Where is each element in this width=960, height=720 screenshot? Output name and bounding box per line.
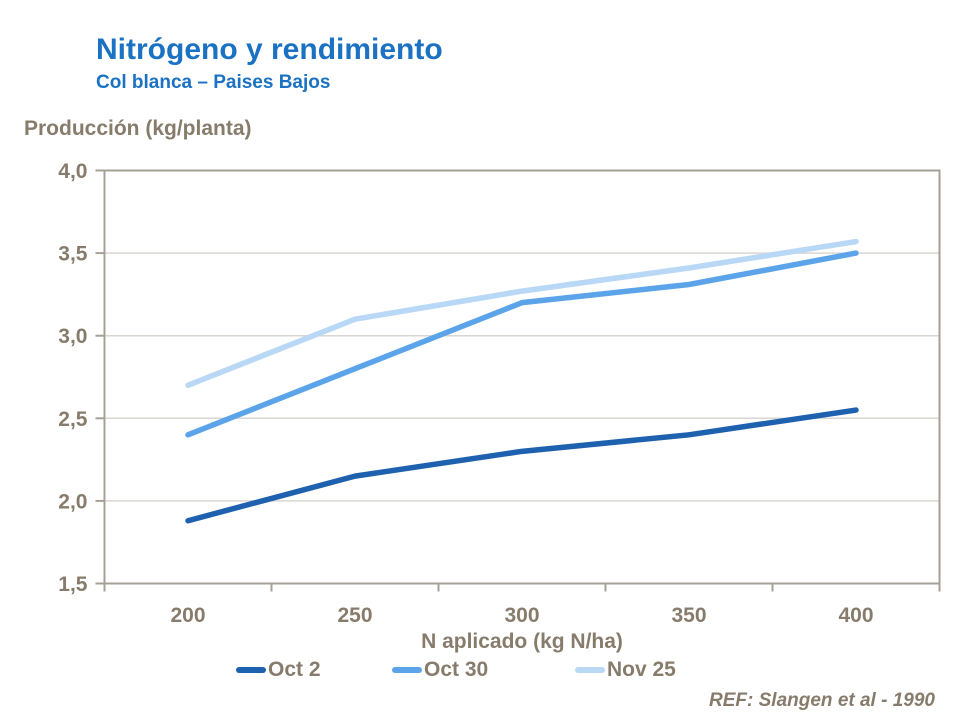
- page-title: Nitrógeno y rendimiento: [96, 33, 443, 66]
- x-tick-label: 300: [504, 604, 539, 627]
- legend-swatch-oct-30: [392, 667, 422, 673]
- legend-item-oct-2: Oct 2: [236, 658, 321, 681]
- reference-citation: REF: Slangen et al - 1990: [709, 690, 935, 711]
- series-line-oct-30: [185, 250, 859, 438]
- y-tick-label: 2,0: [58, 490, 87, 513]
- legend-label-oct-30: Oct 30: [424, 658, 489, 681]
- legend-swatch-nov-25: [575, 667, 605, 673]
- legend-label-oct-2: Oct 2: [268, 658, 321, 681]
- plot-frame: [103, 169, 941, 585]
- series-line-nov-25: [185, 238, 859, 389]
- x-tick-label: 200: [170, 604, 205, 627]
- series-line-oct-2: [185, 407, 859, 524]
- x-tick-label: 400: [838, 604, 873, 627]
- x-tick-label: 350: [671, 604, 706, 627]
- y-tick-label: 3,0: [58, 325, 87, 348]
- page-subtitle: Col blanca – Paises Bajos: [96, 72, 331, 93]
- y-tick-label: 1,5: [58, 573, 88, 596]
- x-tick-label: 250: [337, 604, 372, 627]
- legend-item-nov-25: Nov 25: [575, 658, 676, 681]
- y-axis-title: Producción (kg/planta): [24, 117, 252, 140]
- legend-swatch-oct-2: [236, 667, 266, 673]
- x-axis-title: N aplicado (kg N/ha): [421, 630, 623, 653]
- y-tick-label: 3,5: [58, 243, 88, 266]
- y-tick-label: 2,5: [58, 408, 88, 431]
- legend-item-oct-30: Oct 30: [392, 658, 489, 681]
- legend-label-nov-25: Nov 25: [607, 658, 676, 681]
- y-tick-label: 4,0: [58, 160, 87, 183]
